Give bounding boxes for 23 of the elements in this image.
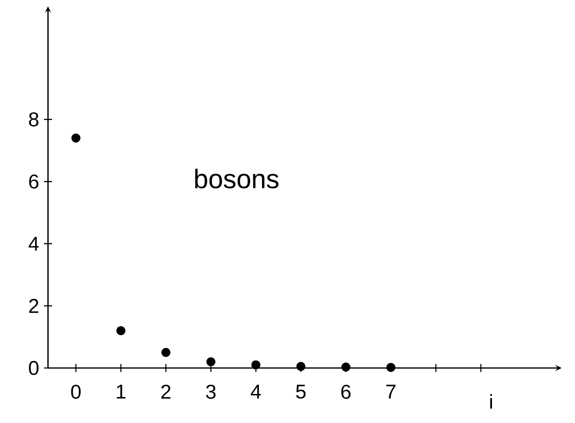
x-tick-label: 0 [71,384,81,399]
x-tick-label: 7 [386,384,396,398]
point [251,360,260,370]
y-tick-label: 6 [29,174,38,189]
x-tick-label: 6 [341,384,351,399]
point [161,348,170,357]
point [386,362,396,372]
y-tick-label: 2 [29,298,38,313]
y-tick-label: 4 [28,236,39,251]
y-tick-label: 0 [28,360,38,376]
x-tick-label: 3 [206,384,216,399]
point [116,326,126,336]
point [296,362,306,371]
point [341,362,350,372]
x-axis-title: i [490,394,492,409]
x-tick-label: 4 [250,384,261,398]
point [206,357,216,366]
x-tick-label: 1 [116,384,126,398]
x-tick-label: 2 [161,384,170,399]
point [71,134,80,143]
y-tick-label: 8 [29,112,38,126]
x-tick-label: 5 [296,384,306,399]
annotation: bosons [195,168,278,188]
